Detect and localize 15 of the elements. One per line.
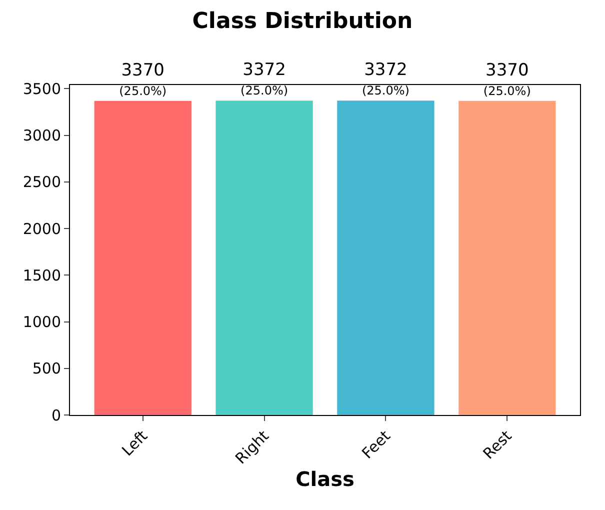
- data-label: 3370 (25.0%): [483, 60, 531, 98]
- y-tick-label: 0: [51, 406, 61, 424]
- y-tick-label: 1500: [22, 266, 61, 284]
- y-tick-label: 500: [32, 360, 61, 378]
- y-tick-label: 1000: [22, 313, 61, 332]
- data-label: 3372 (25.0%): [240, 60, 288, 98]
- data-label: 3372 (25.0%): [362, 60, 410, 98]
- x-axis-title: Class: [296, 467, 354, 492]
- y-tick-label: 3500: [22, 80, 61, 98]
- y-tick-label: 2000: [22, 220, 61, 238]
- chart-title: Class Distribution: [192, 9, 413, 34]
- y-tick-label: 3000: [22, 126, 61, 145]
- data-label: 3370 (25.0%): [119, 60, 167, 98]
- x-tick-label: Left: [118, 426, 152, 460]
- y-tick-label: 2500: [22, 173, 61, 192]
